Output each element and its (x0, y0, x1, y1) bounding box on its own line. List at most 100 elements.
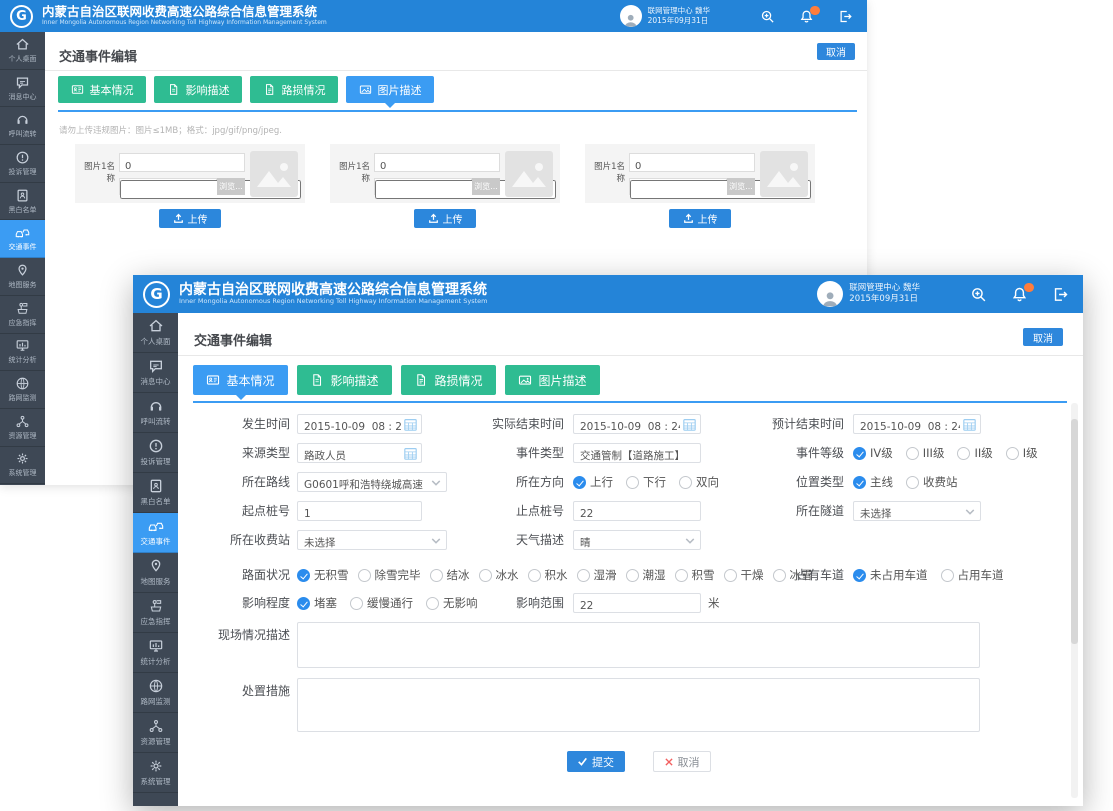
tab-road-damage[interactable]: 路损情况 (250, 76, 338, 103)
sidebar-item-system-management[interactable]: 系统管理 (133, 753, 178, 793)
browse-button[interactable]: 浏览... (472, 178, 500, 195)
logout-icon[interactable] (1052, 286, 1069, 303)
tunnel-value[interactable] (854, 504, 980, 523)
radio-option[interactable]: 上行 (573, 474, 613, 490)
route-value[interactable] (298, 475, 446, 494)
tab-image-desc[interactable]: 图片描述 (505, 365, 600, 395)
actual-end-time-input[interactable] (574, 418, 700, 436)
image-name-input[interactable] (630, 158, 754, 175)
radio-option[interactable]: II级 (957, 445, 993, 461)
radio-option[interactable]: 潮湿 (625, 567, 666, 583)
tab-basic-info[interactable]: 基本情况 (193, 365, 288, 400)
toll-station-value[interactable] (298, 533, 446, 552)
radio-option[interactable]: 缓慢通行 (350, 595, 413, 611)
radio-option[interactable]: 未占用车道 (853, 567, 928, 583)
radio-option[interactable]: 冰雪 (772, 567, 813, 583)
upload-button[interactable]: 上传 (414, 209, 476, 228)
impact-range-input[interactable] (574, 597, 700, 615)
expected-end-time-input[interactable] (854, 418, 980, 436)
notification-bell-icon[interactable] (799, 5, 820, 24)
tab-road-damage[interactable]: 路损情况 (401, 365, 496, 395)
toll-station-select[interactable] (297, 530, 447, 552)
sidebar-item-road-monitor[interactable]: 路网监测 (133, 673, 178, 713)
browse-button[interactable]: 浏览... (727, 178, 755, 195)
sidebar-item-personal-desktop[interactable]: 个人桌面 (133, 313, 178, 353)
radio-option[interactable]: 积水 (527, 567, 568, 583)
cancel-button-top[interactable]: 取消 (1023, 328, 1063, 346)
tab-image-desc[interactable]: 图片描述 (346, 76, 434, 108)
scrollbar-thumb[interactable] (1071, 419, 1078, 644)
radio-option[interactable]: 湿滑 (576, 567, 617, 583)
radio-option[interactable]: 无积雪 (297, 567, 349, 583)
sidebar-item-blacklist[interactable]: 黑白名单 (133, 473, 178, 513)
sidebar-item-call-transfer[interactable]: 呼叫流转 (133, 393, 178, 433)
calendar-icon[interactable] (404, 418, 417, 431)
end-stake-input[interactable] (574, 505, 700, 523)
radio-option[interactable]: I级 (1005, 445, 1038, 461)
upload-button[interactable]: 上传 (159, 209, 221, 228)
sidebar-item-emergency-command[interactable]: 应急指挥 (0, 296, 45, 334)
browse-button[interactable]: 浏览... (217, 178, 245, 195)
calendar-icon[interactable] (963, 418, 976, 431)
tab-impact-desc[interactable]: 影响描述 (154, 76, 242, 103)
weather-value[interactable] (574, 533, 700, 552)
radio-option[interactable]: 主线 (853, 474, 893, 490)
radio-option[interactable]: 积雪 (674, 567, 715, 583)
sidebar-item-resource-management[interactable]: 资源管理 (133, 713, 178, 753)
sidebar-item-message-center[interactable]: 消息中心 (133, 353, 178, 393)
measures-textarea[interactable] (297, 678, 980, 732)
sidebar-item-message-center[interactable]: 消息中心 (0, 70, 45, 108)
route-select[interactable] (297, 472, 447, 494)
radio-option[interactable]: 冰水 (478, 567, 519, 583)
radio-option[interactable]: 无影响 (426, 595, 478, 611)
sidebar-item-call-transfer[interactable]: 呼叫流转 (0, 107, 45, 146)
sidebar-item-system-management[interactable]: 系统管理 (0, 447, 45, 485)
sidebar-item-emergency-command[interactable]: 应急指挥 (133, 593, 178, 633)
sidebar-item-complaint-management[interactable]: 投诉管理 (133, 433, 178, 473)
sidebar-item-statistics[interactable]: 统计分析 (133, 633, 178, 673)
sidebar-item-traffic-event[interactable]: 交通事件 (0, 220, 45, 259)
tunnel-select[interactable] (853, 501, 981, 523)
image-name-input[interactable] (375, 158, 499, 175)
tab-basic-info[interactable]: 基本情况 (58, 76, 146, 103)
radio-option[interactable]: 占用车道 (940, 567, 1004, 583)
weather-select[interactable] (573, 530, 701, 552)
radio-option[interactable]: 下行 (626, 474, 666, 490)
radio-option[interactable]: 双向 (679, 474, 719, 490)
cancel-button-top[interactable]: 取消 (817, 43, 855, 60)
radio-option[interactable]: 收费站 (906, 474, 958, 490)
logout-icon[interactable] (838, 9, 853, 24)
radio-option[interactable]: IV级 (853, 445, 893, 461)
radio-option[interactable]: 干燥 (723, 567, 764, 583)
submit-button[interactable]: 提交 (566, 751, 625, 772)
scene-desc-textarea[interactable] (297, 622, 980, 668)
calendar-icon[interactable] (683, 418, 696, 431)
sidebar-item-blacklist[interactable]: 黑白名单 (0, 183, 45, 221)
sidebar-item-statistics[interactable]: 统计分析 (0, 334, 45, 372)
sidebar-item-traffic-event[interactable]: 交通事件 (133, 513, 178, 553)
picker-grid-icon[interactable] (404, 447, 417, 460)
notification-bell-icon[interactable] (1011, 282, 1034, 303)
zoom-search-icon[interactable] (970, 286, 987, 303)
radio-option[interactable]: 堵塞 (297, 595, 337, 611)
sidebar-item-complaint-management[interactable]: 投诉管理 (0, 145, 45, 183)
image-name-input[interactable] (120, 158, 244, 175)
start-stake-input[interactable] (298, 505, 421, 523)
zoom-search-icon[interactable] (760, 9, 775, 24)
sidebar-item-map-service[interactable]: 地图服务 (133, 553, 178, 593)
sidebar-item-personal-desktop[interactable]: 个人桌面 (0, 32, 45, 70)
upload-button[interactable]: 上传 (669, 209, 731, 228)
radio-option[interactable]: 除雪完毕 (357, 567, 421, 583)
scrollbar-track[interactable] (1071, 403, 1078, 798)
radio-option[interactable]: III级 (905, 445, 944, 461)
cancel-button-footer[interactable]: 取消 (652, 751, 711, 772)
occur-time-input[interactable] (298, 418, 421, 436)
avatar[interactable] (619, 5, 642, 27)
radio-option[interactable]: 结冰 (429, 567, 470, 583)
sidebar-item-road-monitor[interactable]: 路网监测 (0, 371, 45, 409)
tab-impact-desc[interactable]: 影响描述 (297, 365, 392, 395)
source-type-input[interactable] (298, 446, 421, 465)
sidebar-item-resource-management[interactable]: 资源管理 (0, 409, 45, 447)
event-type-input[interactable] (574, 446, 700, 465)
sidebar-item-map-service[interactable]: 地图服务 (0, 258, 45, 296)
